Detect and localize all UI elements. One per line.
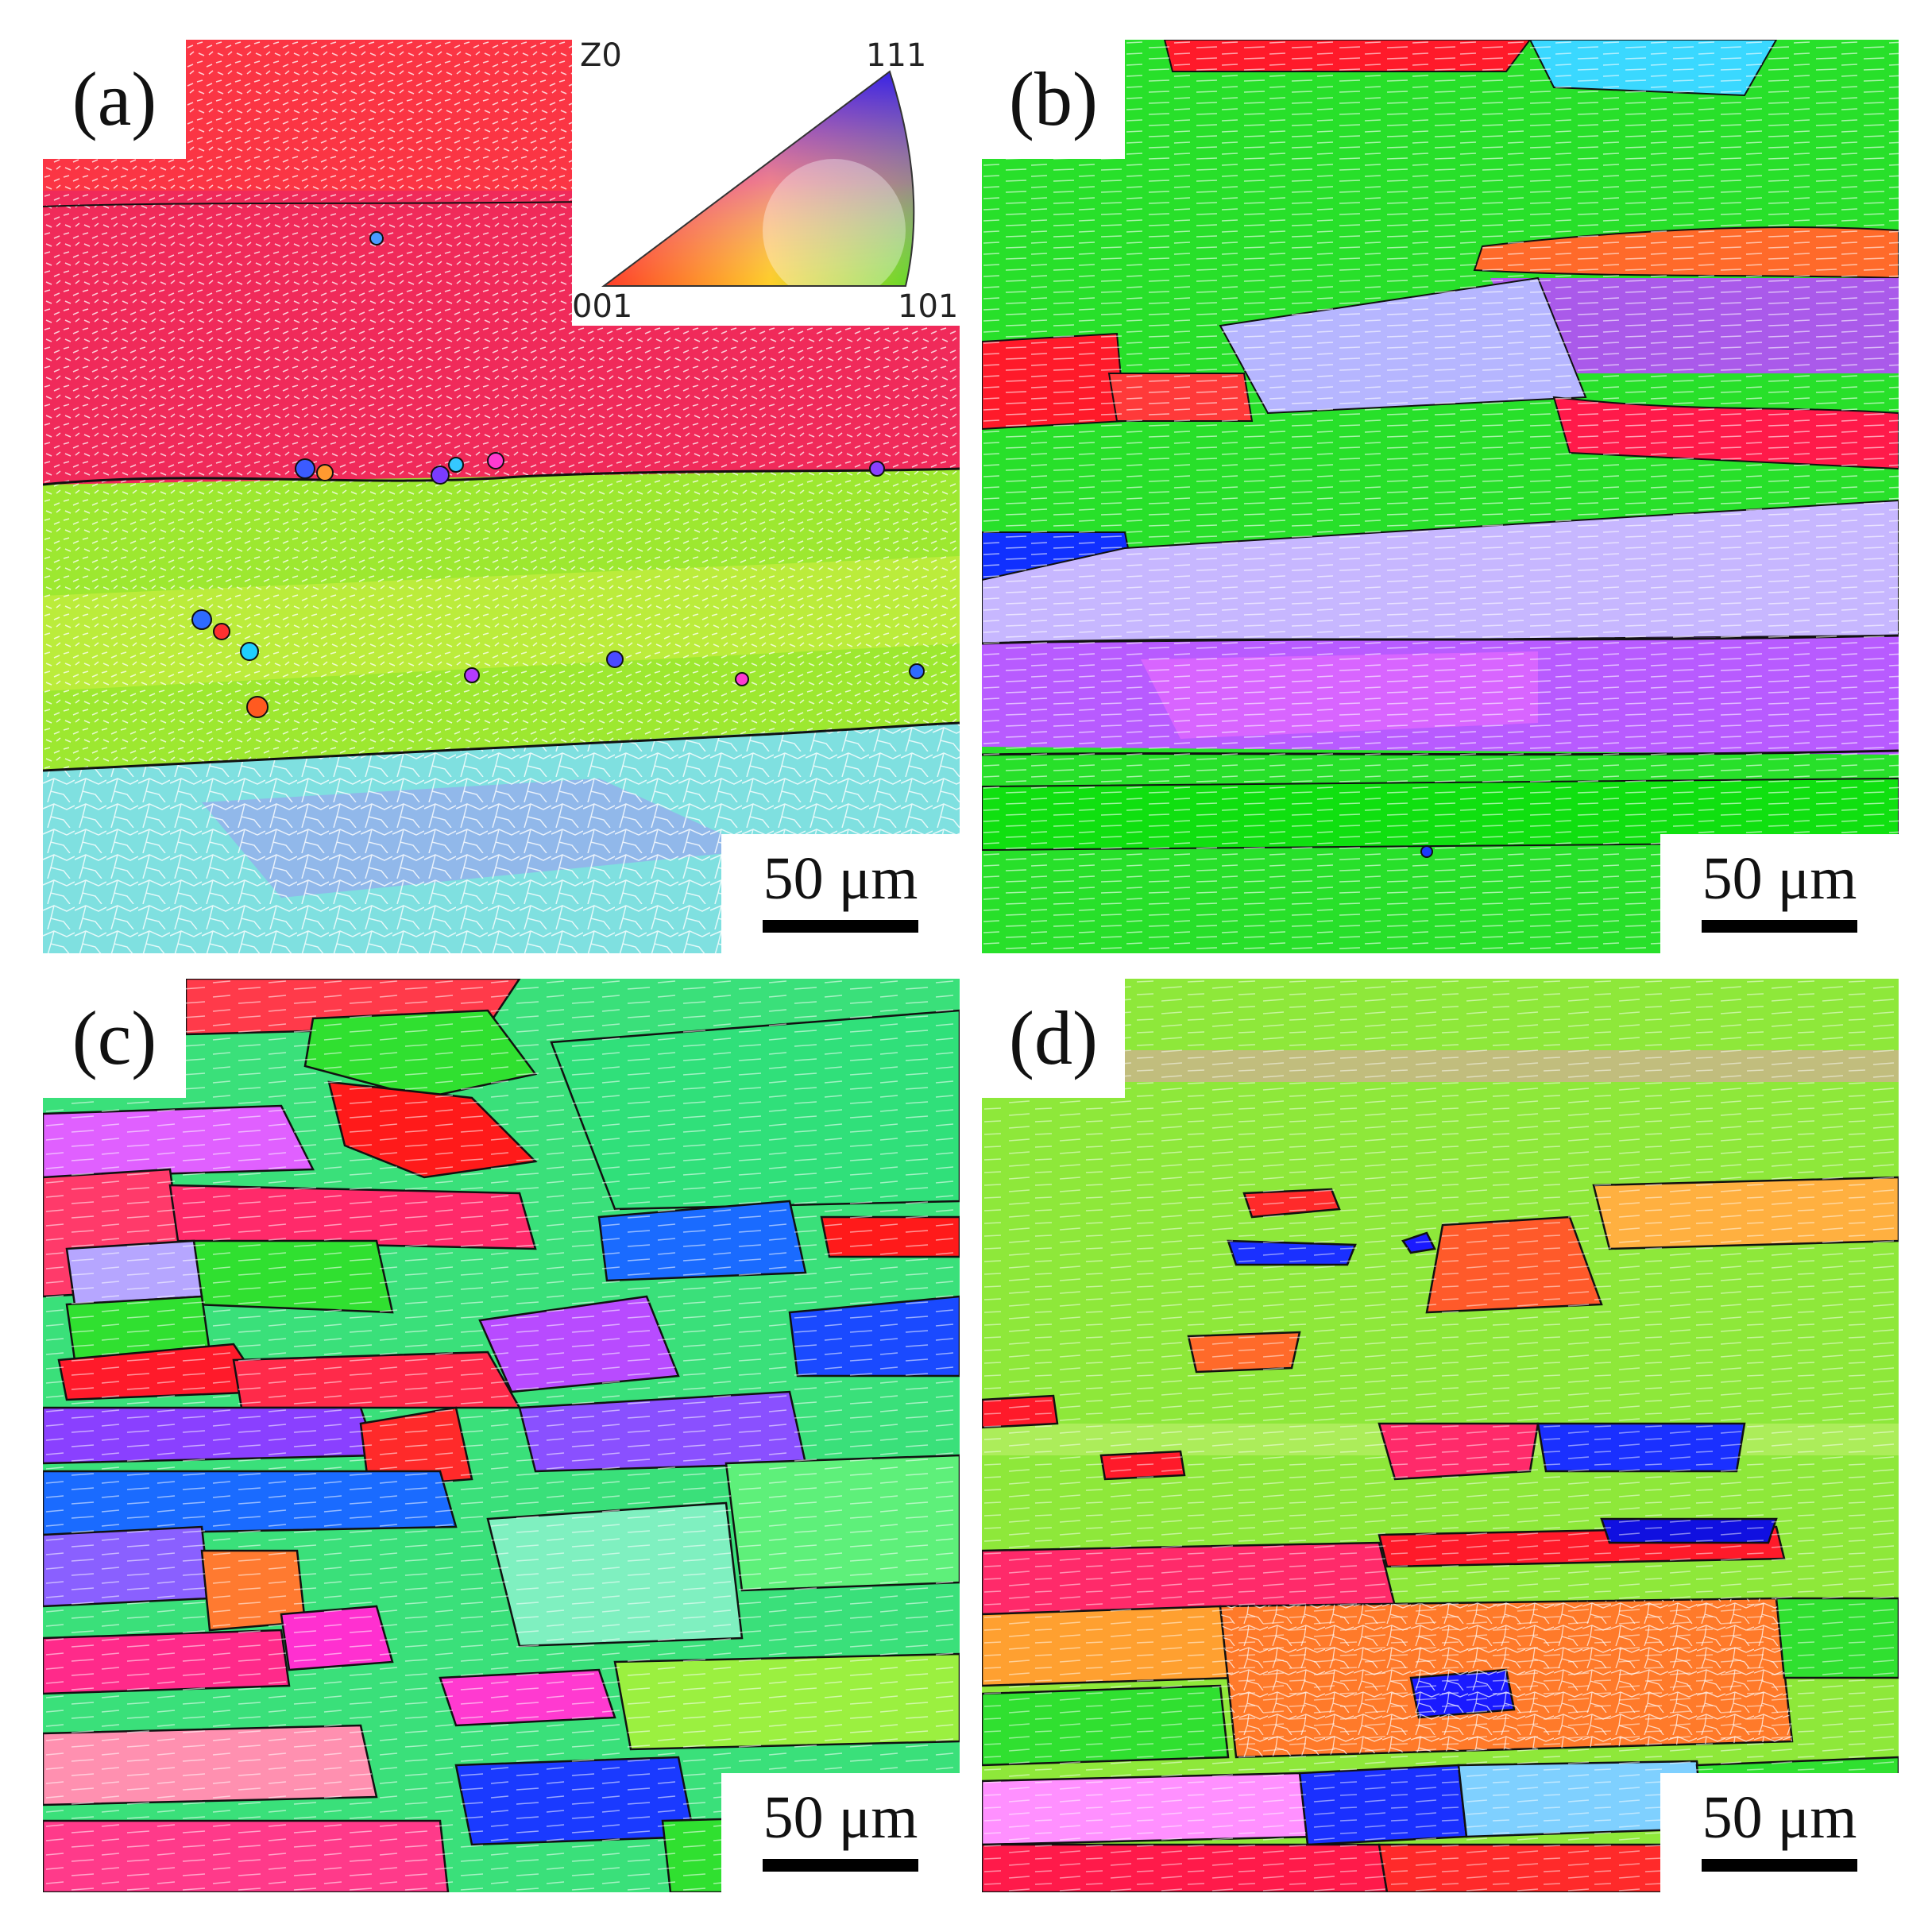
ebsd-map-b: (b) 50 μm [982, 40, 1899, 953]
ipf-corner-001: 001 [572, 288, 633, 325]
scale-bar-label-a: 50 μm [763, 845, 918, 912]
ipf-color-key: Z0 111 001 101 [572, 40, 969, 326]
ipf-corner-111: 111 [866, 37, 927, 74]
orientation-map-c [43, 979, 960, 1892]
scale-bar-box-b: 50 μm [1660, 834, 1899, 953]
panel-label-box-b: (b) [982, 40, 1125, 159]
scale-bar-box-a: 50 μm [721, 834, 960, 953]
scale-bar-a [763, 920, 918, 933]
ipf-reference-label: Z0 [580, 37, 622, 74]
orientation-map-b [982, 40, 1899, 953]
panel-label-box-c: (c) [43, 979, 186, 1098]
panel-label-a: (a) [71, 56, 157, 141]
scale-bar-d [1702, 1859, 1857, 1872]
scale-bar-label-c: 50 μm [763, 1784, 918, 1851]
ebsd-map-d: (d) 50 μm [982, 979, 1899, 1892]
ipf-triangle-icon [601, 70, 915, 287]
orientation-map-d [982, 979, 1899, 1892]
ipf-corner-101: 101 [898, 288, 959, 325]
scale-bar-box-d: 50 μm [1660, 1773, 1899, 1892]
scale-bar-box-c: 50 μm [721, 1773, 960, 1892]
ebsd-map-c: (c) 50 μm [43, 979, 960, 1892]
scale-bar-label-b: 50 μm [1702, 845, 1857, 912]
panel-label-c: (c) [71, 995, 157, 1080]
scale-bar-label-d: 50 μm [1702, 1784, 1857, 1851]
panel-label-b: (b) [1009, 56, 1098, 141]
scale-bar-c [763, 1859, 918, 1872]
panel-label-box-a: (a) [43, 40, 186, 159]
scale-bar-b [1702, 920, 1857, 933]
panel-label-box-d: (d) [982, 979, 1125, 1098]
panel-label-d: (d) [1009, 995, 1098, 1080]
